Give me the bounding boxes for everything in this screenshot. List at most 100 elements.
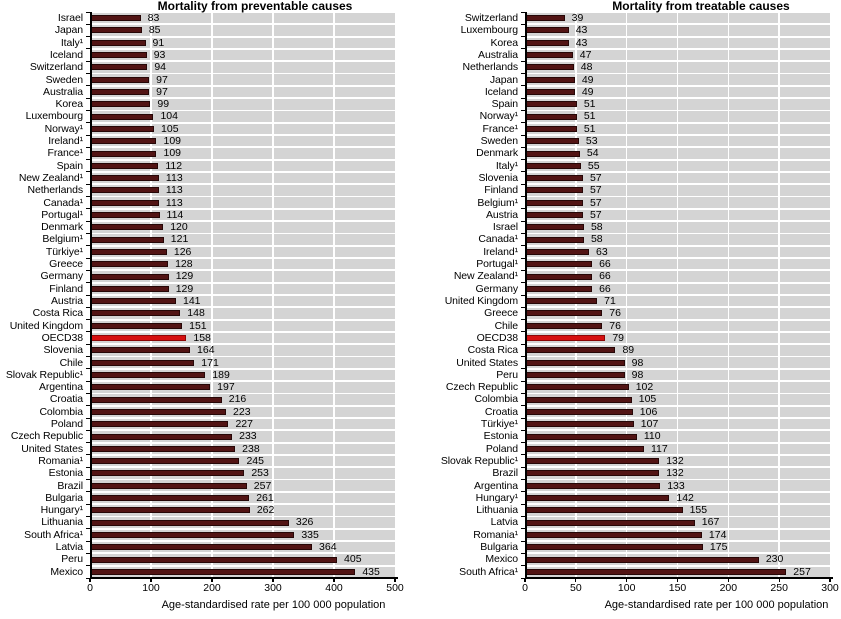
bar — [525, 359, 625, 366]
x-tick-mark — [524, 578, 526, 582]
value-label: 189 — [212, 368, 230, 381]
value-label: 128 — [175, 258, 193, 271]
row-stripe — [90, 86, 395, 98]
y-axis-tick — [86, 306, 90, 308]
country-label: Peru — [496, 368, 518, 381]
row-stripe — [90, 172, 395, 184]
bar — [90, 261, 169, 268]
y-axis-tick — [86, 515, 90, 517]
y-axis-tick — [86, 73, 90, 75]
country-label: Estonia — [483, 430, 518, 443]
bar — [525, 261, 593, 268]
value-label: 99 — [157, 98, 170, 111]
bar — [525, 27, 569, 34]
bar — [90, 15, 141, 22]
bar — [90, 236, 164, 243]
bar — [525, 285, 593, 292]
country-label: Sweden — [480, 135, 518, 148]
bar — [90, 138, 157, 145]
y-axis-tick — [521, 368, 525, 370]
bar — [90, 113, 154, 120]
y-axis-tick — [521, 11, 525, 13]
y-axis-tick — [521, 97, 525, 99]
value-label: 174 — [708, 528, 727, 541]
value-label: 151 — [189, 319, 207, 332]
bar — [90, 298, 176, 305]
y-axis-tick — [521, 392, 525, 394]
gridline — [778, 12, 780, 578]
bar — [90, 347, 191, 354]
y-axis-tick — [521, 515, 525, 517]
y-axis-tick — [86, 122, 90, 124]
value-label: 94 — [154, 61, 167, 74]
value-label: 364 — [319, 541, 337, 554]
x-tick-label: 100 — [142, 582, 160, 594]
y-axis-tick — [521, 85, 525, 87]
value-label: 129 — [175, 270, 194, 283]
country-label: Chile — [59, 356, 84, 369]
country-label: Japan — [489, 73, 518, 86]
value-label: 261 — [256, 491, 274, 504]
row-stripe — [90, 332, 395, 344]
x-tick-label: 500 — [386, 582, 404, 594]
bar — [525, 101, 577, 108]
bar — [525, 150, 580, 157]
x-tick-mark — [150, 578, 152, 582]
bar — [90, 212, 160, 219]
bar — [90, 458, 240, 465]
bar — [90, 125, 155, 132]
bar — [90, 482, 247, 489]
country-label: Brazil — [492, 467, 518, 480]
bar — [525, 371, 625, 378]
value-label: 97 — [156, 85, 168, 98]
x-axis-label: Age-standardised rate per 100 000 popula… — [604, 599, 829, 611]
y-axis-tick — [521, 134, 525, 136]
country-label: Argentina — [473, 479, 518, 492]
row-stripe — [90, 99, 395, 110]
bar — [525, 531, 702, 538]
x-tick-mark — [211, 578, 213, 582]
value-label: 197 — [217, 381, 235, 394]
bar — [90, 384, 211, 391]
row-stripe — [90, 74, 395, 85]
y-axis-tick — [521, 429, 525, 431]
value-label: 83 — [147, 12, 160, 24]
row-stripe — [90, 357, 395, 368]
chart-preventable-mortality: Mortality from preventable causes Israel… — [0, 0, 420, 619]
chart-title: Mortality from treatable causes — [612, 0, 790, 13]
value-label: 112 — [165, 159, 183, 172]
x-tick-label: 300 — [264, 582, 282, 594]
country-label: Australia — [43, 85, 83, 98]
plot-area: 83 85 91 93 94 97 97 99 104 105 109 109 112 113 113 113… — [86, 11, 399, 579]
y-axis-tick — [86, 454, 90, 456]
y-axis-tick — [86, 380, 90, 382]
value-label: 57 — [589, 196, 602, 209]
value-label: 63 — [596, 245, 608, 258]
y-axis-tick — [86, 392, 90, 394]
x-tick-label: 150 — [668, 582, 687, 594]
bar — [525, 39, 569, 46]
bar — [525, 175, 583, 182]
y-axis-line — [525, 12, 527, 578]
bar — [525, 519, 695, 526]
y-axis-tick — [521, 73, 525, 75]
y-axis-tick — [86, 466, 90, 468]
y-axis-tick — [521, 245, 525, 247]
value-label: 102 — [635, 381, 654, 394]
bar — [525, 212, 583, 219]
row-stripe — [90, 37, 395, 48]
y-axis-tick — [521, 220, 525, 222]
country-label: Israel — [492, 221, 518, 234]
country-label: Slovak Republic¹ — [5, 368, 83, 381]
country-label: Korea — [490, 36, 518, 49]
bar — [525, 138, 579, 145]
y-axis-tick — [86, 183, 90, 185]
y-axis-tick — [521, 356, 525, 358]
y-axis-tick — [521, 23, 525, 25]
country-label: Chile — [494, 319, 519, 332]
country-label: Korea — [55, 98, 83, 111]
x-tick-label: 300 — [821, 582, 839, 594]
value-label: 132 — [666, 467, 684, 480]
y-axis-tick — [521, 208, 525, 210]
